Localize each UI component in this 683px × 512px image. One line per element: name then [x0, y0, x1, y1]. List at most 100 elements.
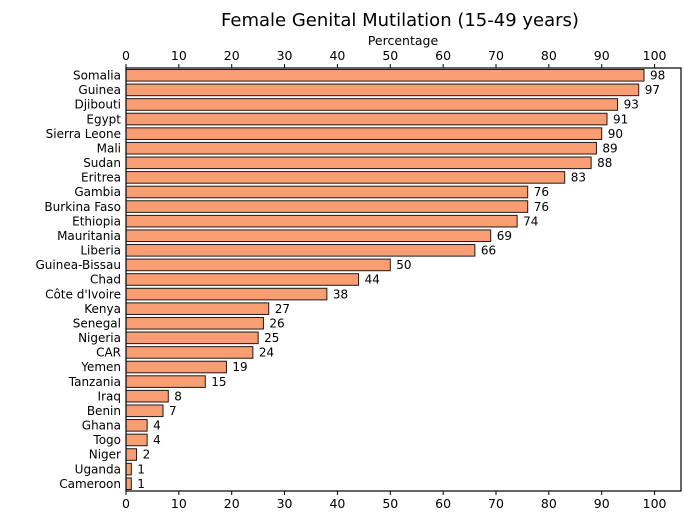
category-label: Uganda	[75, 462, 121, 476]
x-tick-label-bottom: 90	[594, 496, 610, 511]
x-tick-label-top: 20	[224, 48, 240, 63]
bar	[125, 258, 391, 272]
bar	[125, 448, 138, 461]
x-tick-label-bottom: 60	[435, 496, 451, 511]
bar	[125, 433, 148, 447]
category-label: CAR	[96, 346, 121, 360]
category-label: Mali	[97, 141, 121, 155]
category-label: Senegal	[73, 316, 121, 330]
x-tick-label-bottom: 100	[643, 496, 667, 511]
value-label: 76	[534, 200, 549, 214]
bar	[125, 404, 164, 418]
category-label: Egypt	[86, 112, 121, 126]
category-label: Guinea	[78, 83, 121, 97]
category-label: Yemen	[80, 360, 121, 374]
x-tick-label-top: 70	[488, 48, 504, 63]
chart-title: Female Genital Mutilation (15-49 years)	[221, 10, 579, 31]
category-label: Côte d'Ivoire	[45, 287, 121, 301]
value-label: 76	[534, 185, 549, 199]
x-axis-label: Percentage	[368, 33, 439, 48]
value-label: 91	[613, 112, 628, 126]
value-label: 93	[624, 98, 639, 112]
x-tick-label-top: 50	[382, 48, 398, 63]
value-label: 89	[602, 141, 617, 155]
value-label: 69	[497, 229, 512, 243]
bar	[125, 200, 529, 213]
value-label: 1	[137, 462, 145, 476]
value-label: 15	[211, 375, 226, 389]
bar	[125, 316, 264, 330]
bar	[125, 68, 645, 82]
x-tick-label-bottom: 80	[541, 496, 557, 511]
bar	[125, 98, 619, 111]
value-label: 1	[137, 477, 145, 491]
x-tick-label-top: 80	[541, 48, 557, 63]
bar	[125, 346, 254, 359]
category-label: Benin	[87, 404, 121, 418]
category-label: Gambia	[74, 185, 121, 199]
x-tick-label-top: 0	[122, 48, 130, 63]
category-label: Nigeria	[78, 331, 121, 345]
category-label: Chad	[90, 273, 121, 287]
category-label: Mauritania	[57, 229, 121, 243]
value-label: 90	[608, 127, 623, 141]
x-tick-label-top: 60	[435, 48, 451, 63]
value-label: 8	[174, 389, 182, 403]
x-tick-label-top: 30	[277, 48, 293, 63]
value-label: 24	[259, 346, 274, 360]
category-label: Sudan	[83, 156, 121, 170]
bar	[125, 244, 476, 257]
plot-area: Somalia 98 Guinea 97 Djibouti 93 Egypt 91 Sierra…	[35, 48, 682, 511]
bar	[125, 156, 592, 170]
bar	[125, 141, 597, 155]
value-label: 97	[645, 83, 660, 97]
x-tick-label-top: 40	[329, 48, 345, 63]
x-tick-label-top: 90	[594, 48, 610, 63]
category-label: Ghana	[82, 419, 121, 433]
bar	[125, 185, 529, 199]
bar	[125, 302, 270, 315]
bar	[125, 477, 132, 491]
value-label: 66	[481, 244, 496, 258]
value-label: 2	[143, 448, 151, 462]
value-label: 44	[365, 273, 380, 287]
category-label: Iraq	[98, 389, 121, 403]
bar	[125, 214, 518, 228]
bar	[125, 127, 603, 140]
value-label: 4	[153, 433, 161, 447]
value-label: 19	[232, 360, 247, 374]
x-tick-label-top: 100	[643, 48, 667, 63]
value-label: 98	[650, 68, 665, 82]
category-label: Eritrea	[81, 171, 121, 185]
bar	[125, 229, 492, 243]
category-label: Cameroon	[59, 477, 121, 491]
bar	[125, 273, 360, 286]
value-label: 7	[169, 404, 177, 418]
x-tick-label-bottom: 30	[277, 496, 293, 511]
value-label: 50	[396, 258, 411, 272]
bar	[125, 171, 566, 184]
category-label: Guinea-Bissau	[35, 258, 121, 272]
category-label: Liberia	[80, 244, 121, 258]
category-label: Djibouti	[74, 98, 121, 112]
value-label: 25	[264, 331, 279, 345]
x-tick-label-bottom: 70	[488, 496, 504, 511]
bar	[125, 112, 608, 126]
bar	[125, 462, 132, 476]
category-label: Niger	[89, 448, 121, 462]
value-label: 26	[269, 316, 284, 330]
category-label: Ethiopia	[72, 214, 121, 228]
x-tick-label-bottom: 0	[122, 496, 130, 511]
x-tick-label-bottom: 10	[171, 496, 187, 511]
bar	[125, 331, 259, 345]
x-tick-label-bottom: 40	[329, 496, 345, 511]
bar	[125, 287, 328, 301]
value-label: 88	[597, 156, 612, 170]
category-label: Somalia	[73, 68, 121, 82]
category-label: Kenya	[84, 302, 121, 316]
axes-frame	[125, 67, 682, 492]
category-label: Sierra Leone	[46, 127, 121, 141]
bar	[125, 419, 148, 432]
